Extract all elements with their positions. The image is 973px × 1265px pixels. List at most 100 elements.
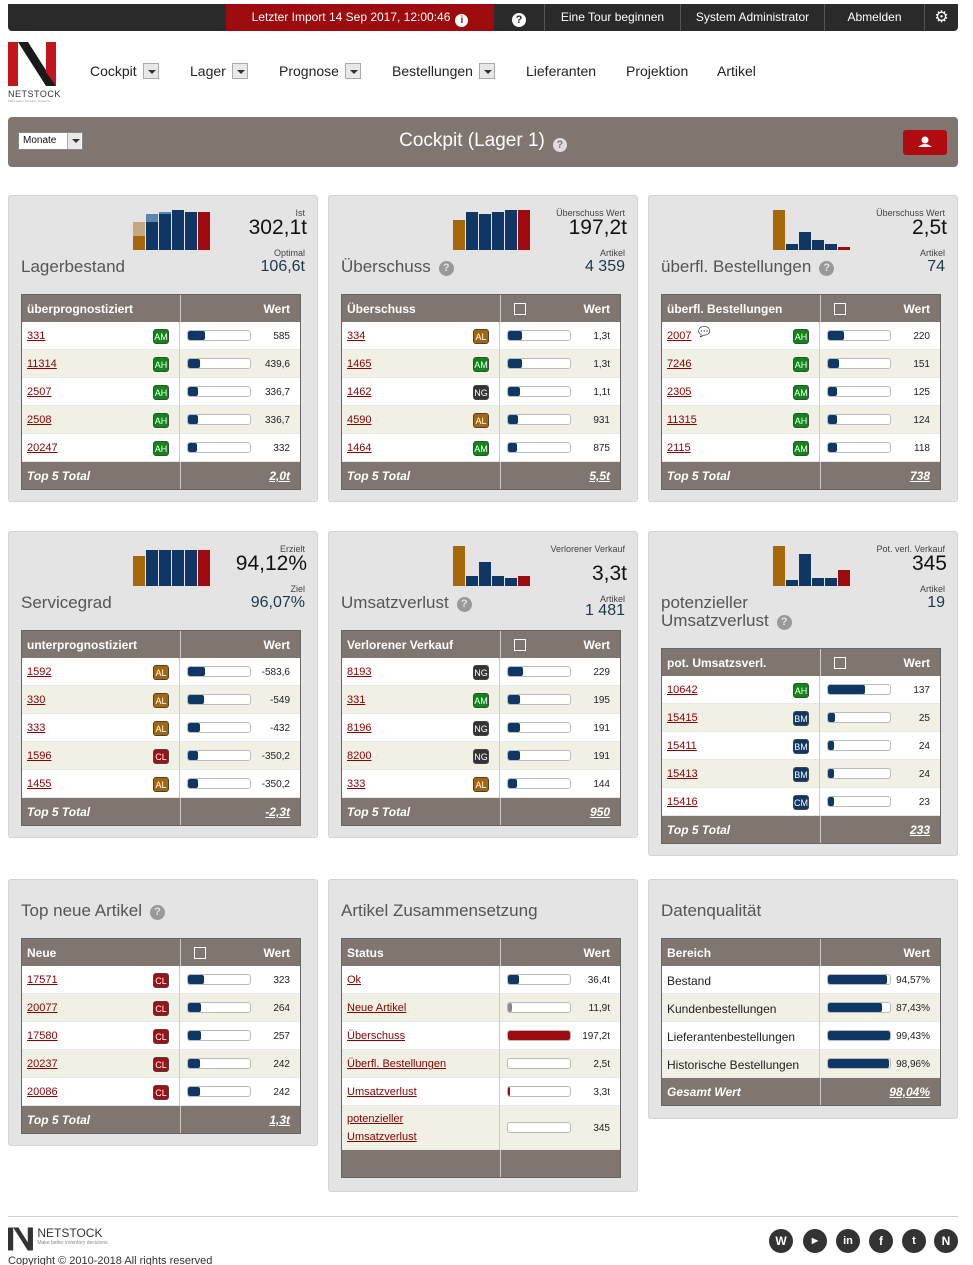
item-link[interactable]: 2115 bbox=[667, 442, 691, 454]
help-icon[interactable]: ? bbox=[438, 261, 454, 276]
item-link[interactable]: 15416 bbox=[667, 796, 698, 808]
edit-icon[interactable] bbox=[194, 947, 206, 959]
item-link[interactable]: 8193 bbox=[347, 666, 372, 678]
item-link[interactable]: 8196 bbox=[347, 722, 372, 734]
twitter-icon[interactable]: t bbox=[902, 1229, 926, 1253]
item-link[interactable]: 20237 bbox=[27, 1058, 58, 1070]
item-link[interactable]: 331 bbox=[347, 694, 366, 706]
item-link[interactable]: 11315 bbox=[667, 414, 697, 426]
item-link[interactable]: 2508 bbox=[27, 414, 52, 426]
item-link[interactable]: 1455 bbox=[27, 778, 52, 790]
item-link[interactable]: 20247 bbox=[27, 442, 58, 454]
kpi-sub-value: 1 481 bbox=[584, 602, 625, 619]
item-link[interactable]: 7246 bbox=[667, 358, 692, 370]
status-link[interactable]: Überfl. Bestellungen bbox=[347, 1058, 447, 1070]
item-link[interactable]: 334 bbox=[347, 330, 366, 342]
item-link[interactable]: 15413 bbox=[667, 768, 698, 780]
item-link[interactable]: 1465 bbox=[347, 358, 372, 370]
edit-icon[interactable] bbox=[514, 303, 526, 315]
logout-link[interactable]: Abmelden bbox=[824, 4, 924, 31]
chevron-down-icon[interactable] bbox=[142, 63, 159, 79]
panel-p4: Erzielt 94,12% Ziel 96,07% Servicegrad unterp… bbox=[8, 531, 318, 838]
item-link[interactable]: 333 bbox=[27, 722, 46, 734]
item-link[interactable]: 2007 bbox=[667, 330, 692, 342]
item-link[interactable]: 15415 bbox=[667, 712, 698, 724]
edit-icon[interactable] bbox=[834, 303, 846, 315]
item-link[interactable]: 20086 bbox=[27, 1086, 58, 1098]
item-link[interactable]: 1592 bbox=[27, 666, 52, 678]
help-icon[interactable]: ? bbox=[819, 261, 835, 276]
facebook-icon[interactable]: f bbox=[869, 1229, 893, 1253]
total-value[interactable]: 98,04% bbox=[889, 1085, 930, 1099]
help-icon[interactable]: ? bbox=[456, 597, 472, 612]
item-link[interactable]: 1596 bbox=[27, 750, 52, 762]
item-link[interactable]: 10642 bbox=[667, 684, 698, 696]
item-link[interactable]: 20077 bbox=[27, 1002, 58, 1014]
edit-icon[interactable] bbox=[834, 657, 846, 669]
total-value[interactable]: 1,3t bbox=[269, 1113, 290, 1127]
settings-button[interactable]: ⚙ bbox=[924, 4, 958, 31]
tour-link[interactable]: Eine Tour beginnen bbox=[544, 4, 680, 31]
chevron-down-icon[interactable] bbox=[231, 63, 248, 79]
nav-lieferanten[interactable]: Lieferanten bbox=[526, 63, 597, 79]
netstock-social-icon[interactable]: N bbox=[934, 1229, 958, 1253]
status-link[interactable]: Umsatzverlust bbox=[347, 1086, 417, 1098]
wordpress-icon[interactable]: W bbox=[769, 1229, 793, 1253]
value-bar bbox=[187, 1002, 251, 1013]
total-value[interactable]: 5,5t bbox=[589, 469, 610, 483]
item-link[interactable]: 1464 bbox=[347, 442, 372, 454]
help-icon[interactable]: ? bbox=[776, 615, 792, 630]
footer-logo[interactable]: NETSTOCK Make better inventory decisions bbox=[8, 1227, 108, 1251]
item-link[interactable]: 2305 bbox=[667, 386, 692, 398]
total-value[interactable]: 2,0t bbox=[269, 469, 290, 483]
item-link[interactable]: 17580 bbox=[27, 1030, 58, 1042]
nav-projektion[interactable]: Projektion bbox=[626, 63, 689, 79]
netstock-logo[interactable]: NETSTOCK Make better inventory decisions bbox=[8, 42, 60, 103]
nav-prognose[interactable]: Prognose bbox=[279, 62, 361, 80]
status-link[interactable]: Neue Artikel bbox=[347, 1002, 407, 1014]
status-link[interactable]: Ok bbox=[347, 974, 362, 986]
status-link[interactable]: potenzieller Umsatzverlust bbox=[347, 1113, 417, 1143]
chevron-down-icon[interactable] bbox=[478, 63, 495, 79]
nav-artikel[interactable]: Artikel bbox=[717, 63, 756, 79]
item-link[interactable]: 11314 bbox=[27, 358, 57, 370]
status-link[interactable]: Überschuss bbox=[347, 1030, 406, 1042]
last-import-label: Letzter Import 14 Sep 2017, 12:00:46 bbox=[251, 10, 451, 24]
item-link[interactable]: 333 bbox=[347, 778, 366, 790]
edit-icon[interactable] bbox=[514, 639, 526, 651]
user-profile-button[interactable] bbox=[903, 130, 947, 155]
row-value: -350,2 bbox=[261, 779, 290, 790]
help-icon[interactable]: ? bbox=[149, 905, 165, 920]
item-link[interactable]: 1462 bbox=[347, 386, 372, 398]
item-link[interactable]: 8200 bbox=[347, 750, 372, 762]
period-select[interactable]: Monate bbox=[18, 132, 83, 150]
total-value[interactable]: -2,3t bbox=[265, 805, 290, 819]
table-row: 20077 CL 264 bbox=[22, 994, 300, 1022]
info-icon[interactable]: i bbox=[455, 14, 469, 27]
nav-cockpit[interactable]: Cockpit bbox=[90, 62, 159, 80]
total-value[interactable]: 738 bbox=[909, 469, 930, 483]
help-button[interactable]: ? bbox=[494, 4, 544, 31]
item-link[interactable]: 15411 bbox=[667, 740, 697, 752]
item-link[interactable]: 17571 bbox=[27, 974, 58, 986]
value-bar bbox=[827, 1002, 891, 1013]
comment-icon[interactable]: 💬 bbox=[698, 327, 711, 338]
last-import-status[interactable]: Letzter Import 14 Sep 2017, 12:00:46 i bbox=[226, 4, 494, 31]
kpi-value: 3,3t bbox=[591, 562, 627, 585]
chevron-down-icon[interactable] bbox=[344, 63, 361, 79]
value-bar bbox=[507, 1002, 571, 1013]
item-link[interactable]: 4590 bbox=[347, 414, 372, 426]
help-icon[interactable]: ? bbox=[552, 138, 567, 152]
kpi-label: Verlorener Verkauf bbox=[550, 544, 625, 554]
nav-bestellungen[interactable]: Bestellungen bbox=[392, 62, 495, 80]
item-link[interactable]: 330 bbox=[27, 694, 46, 706]
item-link[interactable]: 331 bbox=[27, 330, 46, 342]
item-link[interactable]: 2507 bbox=[27, 386, 52, 398]
user-menu[interactable]: System Administrator bbox=[680, 4, 824, 31]
nav-lager[interactable]: Lager bbox=[190, 62, 248, 80]
linkedin-icon[interactable]: in bbox=[836, 1229, 860, 1253]
youtube-icon[interactable]: ▶ bbox=[803, 1229, 827, 1253]
total-value[interactable]: 233 bbox=[909, 823, 930, 837]
total-value[interactable]: 950 bbox=[589, 805, 610, 819]
chevron-down-icon[interactable] bbox=[67, 133, 81, 149]
